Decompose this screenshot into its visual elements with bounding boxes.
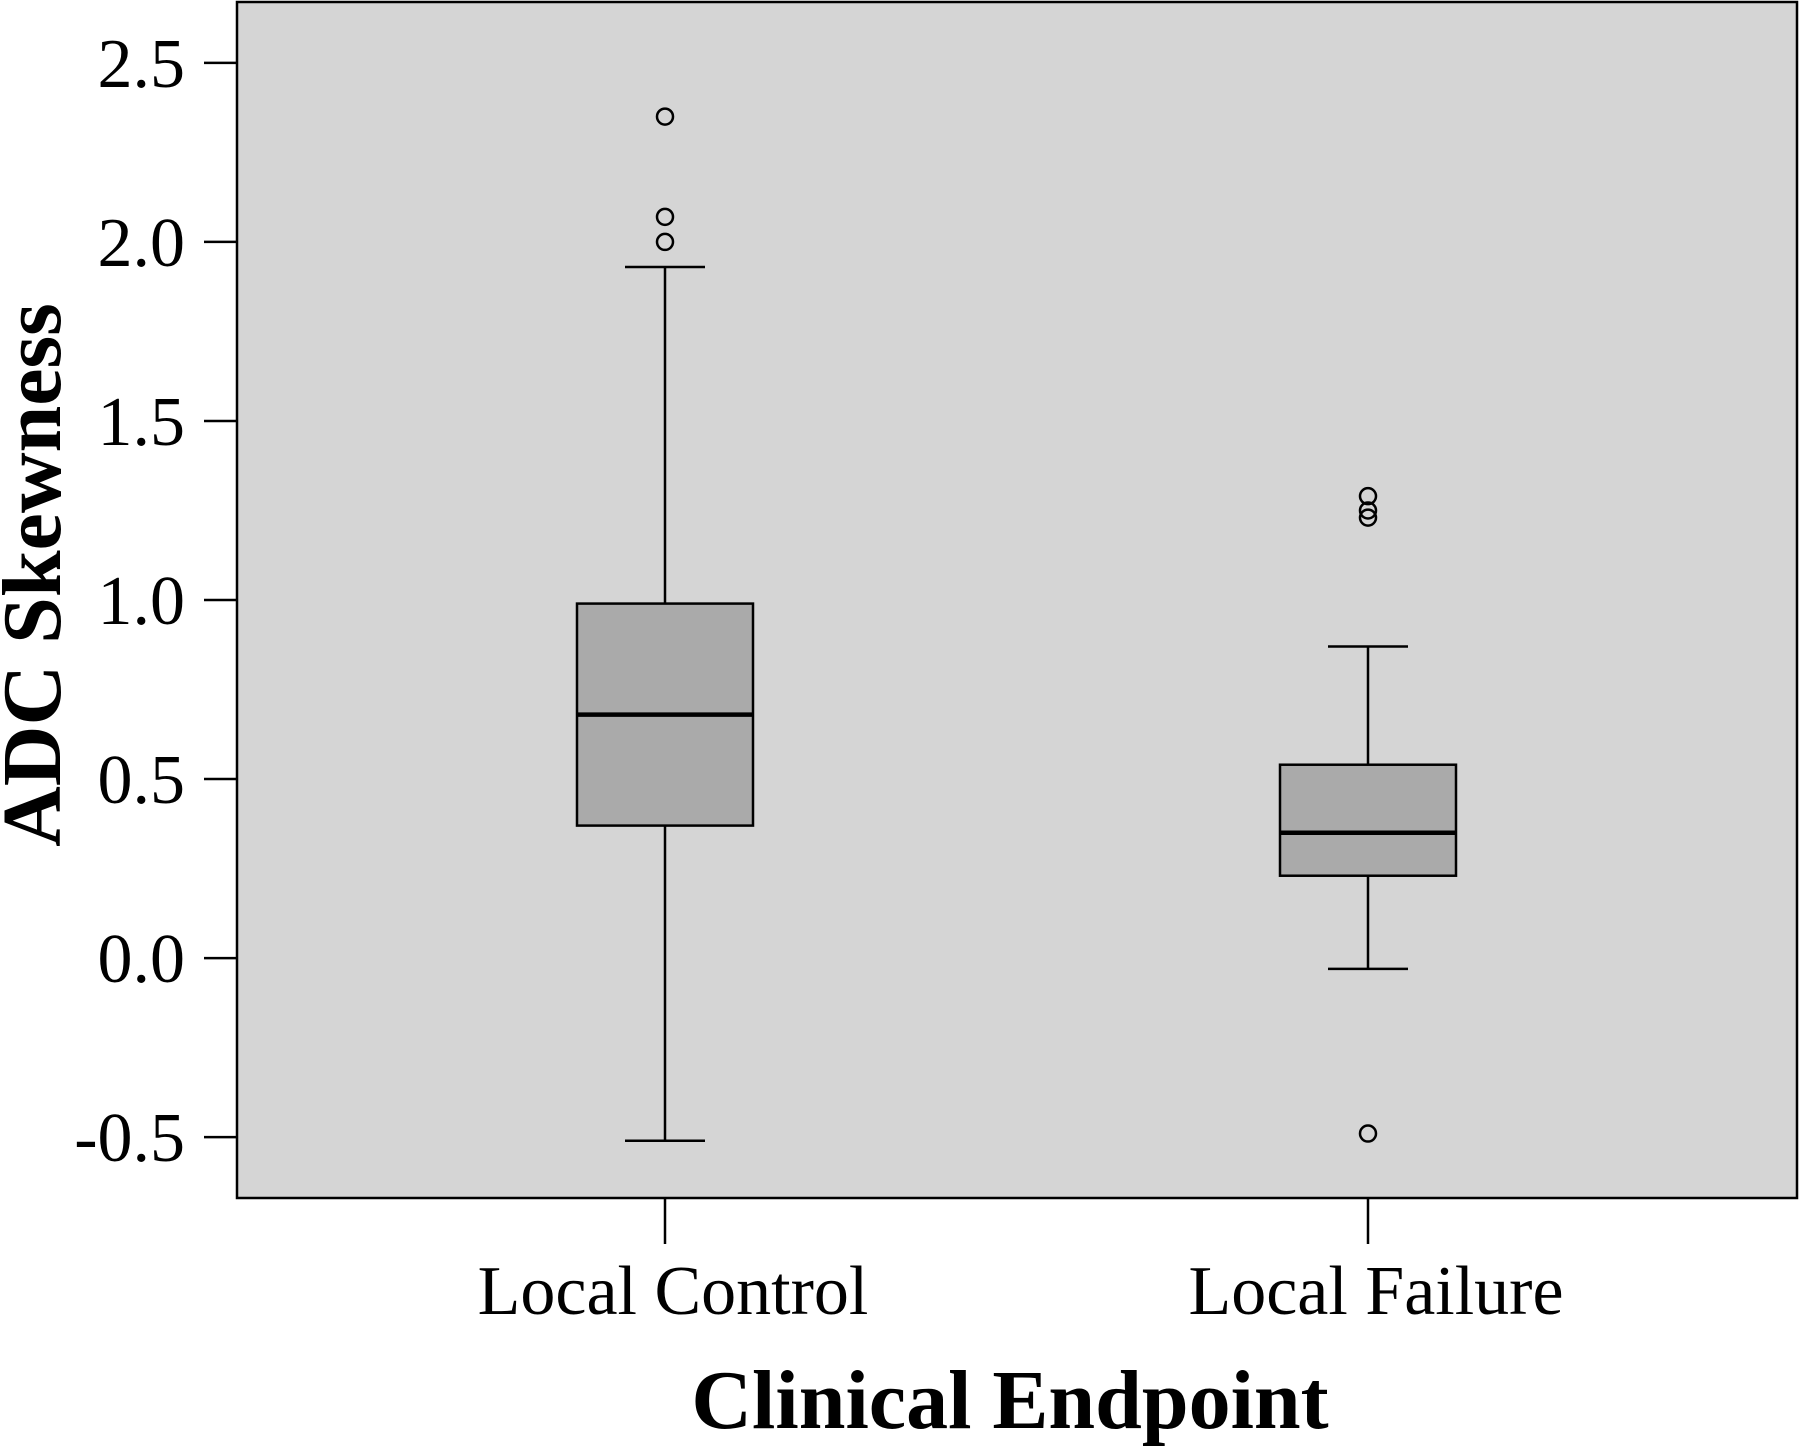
x-axis-title: Clinical Endpoint	[691, 1354, 1328, 1447]
box-group	[575, 107, 755, 1142]
x-tick-label: Local Failure	[1188, 1253, 1563, 1330]
x-tick-label: Local Control	[478, 1253, 869, 1330]
outlier-point	[1358, 1124, 1378, 1143]
plot-area	[235, 0, 1799, 1200]
y-tick-label: -0.5	[74, 1100, 185, 1177]
outlier-point	[655, 107, 675, 126]
y-tick-label: 2.0	[98, 205, 186, 282]
y-axis-title: ADC Skewness	[0, 303, 79, 847]
outlier-point	[1358, 486, 1378, 506]
y-tick-label: 1.5	[98, 384, 186, 461]
y-tick-label: 0.0	[98, 921, 186, 998]
outlier-point	[655, 232, 675, 252]
y-axis-ticks: -0.5 0.0 0.5 1.0 1.5 2.0 2.5	[74, 26, 237, 1177]
iqr-box	[1278, 763, 1458, 877]
y-tick-label: 2.5	[98, 26, 186, 103]
y-tick-label: 1.0	[98, 563, 186, 640]
outlier-point	[1358, 501, 1378, 520]
x-axis-ticks: Local Control Local Failure	[478, 1198, 1564, 1330]
y-tick-label: 0.5	[98, 742, 186, 819]
box-group	[1278, 486, 1458, 1143]
outlier-point	[655, 207, 675, 227]
outlier-point	[1358, 508, 1378, 527]
box-series	[575, 107, 1458, 1143]
